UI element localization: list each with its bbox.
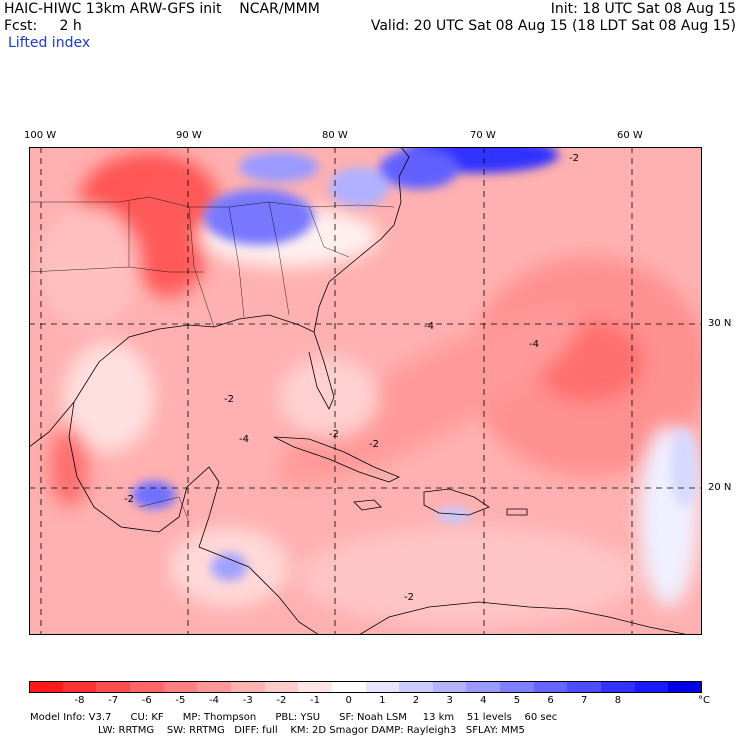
valid-time: Valid: 20 UTC Sat 08 Aug 15 (18 LDT Sat … [370,18,736,34]
contour-label: -4 [239,434,249,445]
colorbar-swatch [365,681,400,693]
colorbar-swatch [96,681,131,693]
colorbar-swatch [466,681,501,693]
colorbar-tick-label: -3 [242,695,253,706]
coastlines [29,147,690,635]
colorbar-swatch [331,681,366,693]
colorbar-swatch [601,681,636,693]
lon-label-80w: 80 W [322,130,348,141]
colorbar-frame [29,681,702,693]
field-shading [39,152,702,627]
colorbar-swatch [163,681,198,693]
colorbar-swatch [399,681,434,693]
state-boundaries [29,196,395,523]
colorbar-swatch [567,681,602,693]
jamaica [353,499,382,511]
lon-label-70w: 70 W [470,130,496,141]
colorbar-tick-label: 0 [345,695,352,706]
colorbar-tick-label: 8 [614,695,622,706]
colorbar-swatch [668,681,703,693]
colorbar-tick-label: 1 [379,695,386,706]
colorbar-swatch [197,681,232,693]
colorbar-unit: °C [698,695,710,706]
colorbar-swatch [500,681,535,693]
colorbar-tick-label: 3 [446,695,453,706]
us-gulf-coast [29,314,335,448]
colorbar-tick-label: 7 [581,695,588,706]
colorbar-swatch [264,681,299,693]
contour-label: -2 [569,153,579,164]
cuba [273,436,400,483]
lon-label-90w: 90 W [176,130,202,141]
colorbar-tick-label: -6 [141,695,152,706]
lat-label-30n: 30 N [708,318,732,329]
lon-label-100w: 100 W [24,130,57,141]
colorbar-swatch [533,681,568,693]
contour-label: -2 [329,429,339,440]
colorbar-swatch [634,681,669,693]
lat-lon-grid [29,147,702,635]
colorbar-tick-label: -2 [276,695,287,706]
lifted-index-map: -2 -2 -4 -2 -2 -2 -2 -4 -4 [29,147,702,635]
lat-label-20n: 20 N [708,482,732,493]
lon-label-60w: 60 W [617,130,643,141]
colorbar-tick-label: -4 [209,695,220,706]
colorbar-swatch [62,681,97,693]
colorbar-tick-label: 6 [547,695,554,706]
stable-areas [132,147,698,581]
colorbar-tick-label: -5 [175,695,186,706]
colorbar-swatch [29,681,64,693]
field-name: Lifted index [8,35,91,51]
colorbar-tick-label: -7 [108,695,119,706]
colorbar-tick-label: 5 [513,695,521,706]
south-america-coast [358,601,690,635]
contour-label: -2 [404,592,414,603]
colorbar-tick-label: 2 [412,695,420,706]
init-time: Init: 18 UTC Sat 08 Aug 15 [550,1,736,17]
contour-label: -2 [224,394,234,405]
colorbar-swatch [298,681,333,693]
contour-labels: -2 -2 -4 -2 -2 -2 -2 -4 -4 [124,153,579,603]
colorbar-swatch [230,681,266,693]
colorbar-tick-label: 4 [480,695,487,706]
map-frame [29,147,702,635]
contour-label: -4 [424,321,434,332]
colorbar-tick-label: -8 [74,695,85,706]
forecast-hour: Fcst: 2 h [4,18,82,34]
colorbar-swatch [129,681,165,693]
mexico-coast [68,401,320,635]
us-east-coast [313,147,410,333]
model-info-line2: LW: RRTMG SW: RRTMG DIFF: full KM: 2D Sm… [98,725,525,736]
model-title: HAIC-HIWC 13km ARW-GFS init NCAR/MMM [4,1,320,17]
contour-label: -4 [529,339,539,350]
model-info-line1: Model Info: V3.7 CU: KF MP: Thompson PBL… [30,712,558,723]
puerto-rico [506,508,528,516]
hispaniola [423,488,490,516]
contour-label: -2 [369,439,379,450]
colorbar-tick-label: -1 [310,695,320,706]
colorbar-swatch [432,681,467,693]
contour-label: -2 [124,494,134,505]
